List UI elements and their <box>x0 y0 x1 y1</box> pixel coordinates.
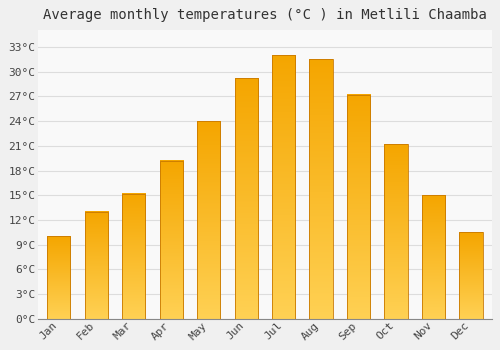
Bar <box>422 195 445 319</box>
Bar <box>460 232 482 319</box>
Bar <box>122 194 146 319</box>
Bar <box>234 78 258 319</box>
Bar <box>384 144 407 319</box>
Bar <box>310 59 332 319</box>
Bar <box>84 212 108 319</box>
Bar <box>197 121 220 319</box>
Bar <box>160 161 183 319</box>
Bar <box>347 95 370 319</box>
Bar <box>272 55 295 319</box>
Title: Average monthly temperatures (°C ) in Metlili Chaamba: Average monthly temperatures (°C ) in Me… <box>43 8 487 22</box>
Bar <box>47 237 70 319</box>
